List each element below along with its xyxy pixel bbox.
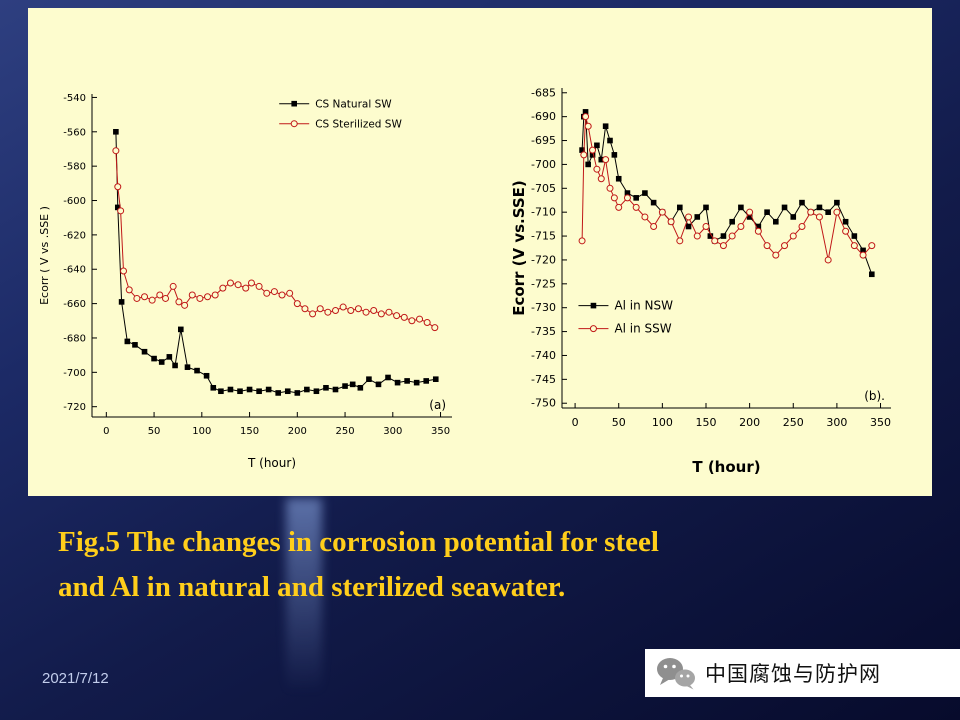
- svg-text:CS Natural SW: CS Natural SW: [315, 99, 392, 111]
- svg-text:350: 350: [870, 416, 891, 429]
- svg-text:-690: -690: [531, 110, 556, 123]
- svg-text:-730: -730: [531, 301, 556, 314]
- chart-a-svg: -540 -560 -580 -600 -620 -640 -660 -680 -700 -720…: [38, 93, 452, 470]
- wechat-icon: [655, 655, 697, 691]
- svg-text:-680: -680: [63, 333, 86, 344]
- svg-text:-750: -750: [531, 397, 556, 410]
- svg-text:50: 50: [612, 416, 626, 429]
- svg-text:200: 200: [288, 426, 307, 437]
- svg-text:CS Sterilized SW: CS Sterilized SW: [315, 119, 402, 131]
- svg-text:-735: -735: [531, 325, 556, 338]
- svg-text:350: 350: [431, 426, 450, 437]
- svg-text:-740: -740: [531, 349, 556, 362]
- svg-text:-700: -700: [531, 158, 556, 171]
- series-cs-sterilized-sw: [112, 147, 439, 332]
- svg-text:-725: -725: [531, 277, 556, 290]
- series-cs-natural-sw: [113, 128, 439, 396]
- brand-text: 中国腐蚀与防护网: [705, 663, 881, 686]
- svg-text:300: 300: [383, 426, 402, 437]
- chart-panel: -540 -560 -580 -600 -620 -640 -660 -680 -700 -720…: [28, 8, 932, 496]
- svg-text:100: 100: [192, 426, 211, 437]
- chart-b-corrosion-aluminum: -685 -690 -695 -700 -705 -710 -715 -720 -725 -730…: [506, 54, 906, 488]
- caption-line-1: Fig.5 The changes in corrosion potential…: [58, 526, 659, 558]
- footer-brand-bar: 中国腐蚀与防护网: [645, 649, 960, 697]
- svg-text:Ecorr ( V vs .SSE ): Ecorr ( V vs .SSE ): [38, 206, 51, 305]
- background-gradient-band: [286, 498, 322, 720]
- chart-a-axes: [91, 94, 452, 418]
- svg-text:T (hour): T (hour): [247, 456, 296, 470]
- svg-text:150: 150: [695, 416, 716, 429]
- svg-text:0: 0: [103, 426, 109, 437]
- svg-text:50: 50: [148, 426, 161, 437]
- caption-line-2: and Al in natural and sterilized seawate…: [58, 570, 566, 603]
- svg-text:-705: -705: [531, 182, 556, 195]
- svg-text:(a): (a): [429, 398, 446, 412]
- svg-text:Al in SSW: Al in SSW: [614, 322, 671, 336]
- svg-text:100: 100: [652, 416, 673, 429]
- svg-text:-640: -640: [63, 265, 86, 276]
- svg-text:-700: -700: [63, 368, 86, 379]
- svg-text:-560: -560: [63, 127, 86, 138]
- svg-text:Ecorr (V vs.SSE): Ecorr (V vs.SSE): [510, 180, 528, 316]
- svg-text:-695: -695: [531, 134, 556, 147]
- chart-b-svg: -685 -690 -695 -700 -705 -710 -715 -720 -725 -730…: [510, 86, 891, 476]
- svg-text:-600: -600: [63, 196, 86, 207]
- series-al-in-nsw: [579, 109, 875, 278]
- figure-caption: Fig.5 The changes in corrosion potential…: [58, 520, 898, 610]
- svg-text:300: 300: [826, 416, 847, 429]
- chart-a-corrosion-steel: -540 -560 -580 -600 -620 -640 -660 -680 -700 -720…: [28, 54, 468, 483]
- svg-text:-715: -715: [531, 230, 556, 243]
- svg-text:150: 150: [240, 426, 259, 437]
- svg-text:200: 200: [739, 416, 760, 429]
- slide-date: 2021/7/12: [42, 670, 109, 687]
- svg-text:(b).: (b).: [864, 389, 885, 403]
- svg-text:0: 0: [572, 416, 579, 429]
- svg-text:-580: -580: [63, 162, 86, 173]
- svg-text:-720: -720: [531, 253, 556, 266]
- svg-text:-745: -745: [531, 373, 556, 386]
- svg-text:250: 250: [336, 426, 355, 437]
- series-al-in-ssw: [578, 113, 876, 264]
- svg-text:-660: -660: [63, 299, 86, 310]
- chart-b-axes: [561, 88, 891, 409]
- svg-text:-685: -685: [531, 86, 556, 99]
- svg-text:-540: -540: [63, 93, 86, 104]
- svg-text:Al in NSW: Al in NSW: [614, 299, 673, 313]
- chart-b-legend: Al in NSW Al in SSW: [578, 299, 673, 336]
- svg-text:-720: -720: [63, 402, 86, 413]
- svg-text:-710: -710: [531, 206, 556, 219]
- svg-text:T (hour): T (hour): [692, 458, 760, 476]
- svg-text:250: 250: [783, 416, 804, 429]
- chart-a-legend: CS Natural SW CS Sterilized SW: [279, 99, 402, 131]
- svg-text:-620: -620: [63, 230, 86, 241]
